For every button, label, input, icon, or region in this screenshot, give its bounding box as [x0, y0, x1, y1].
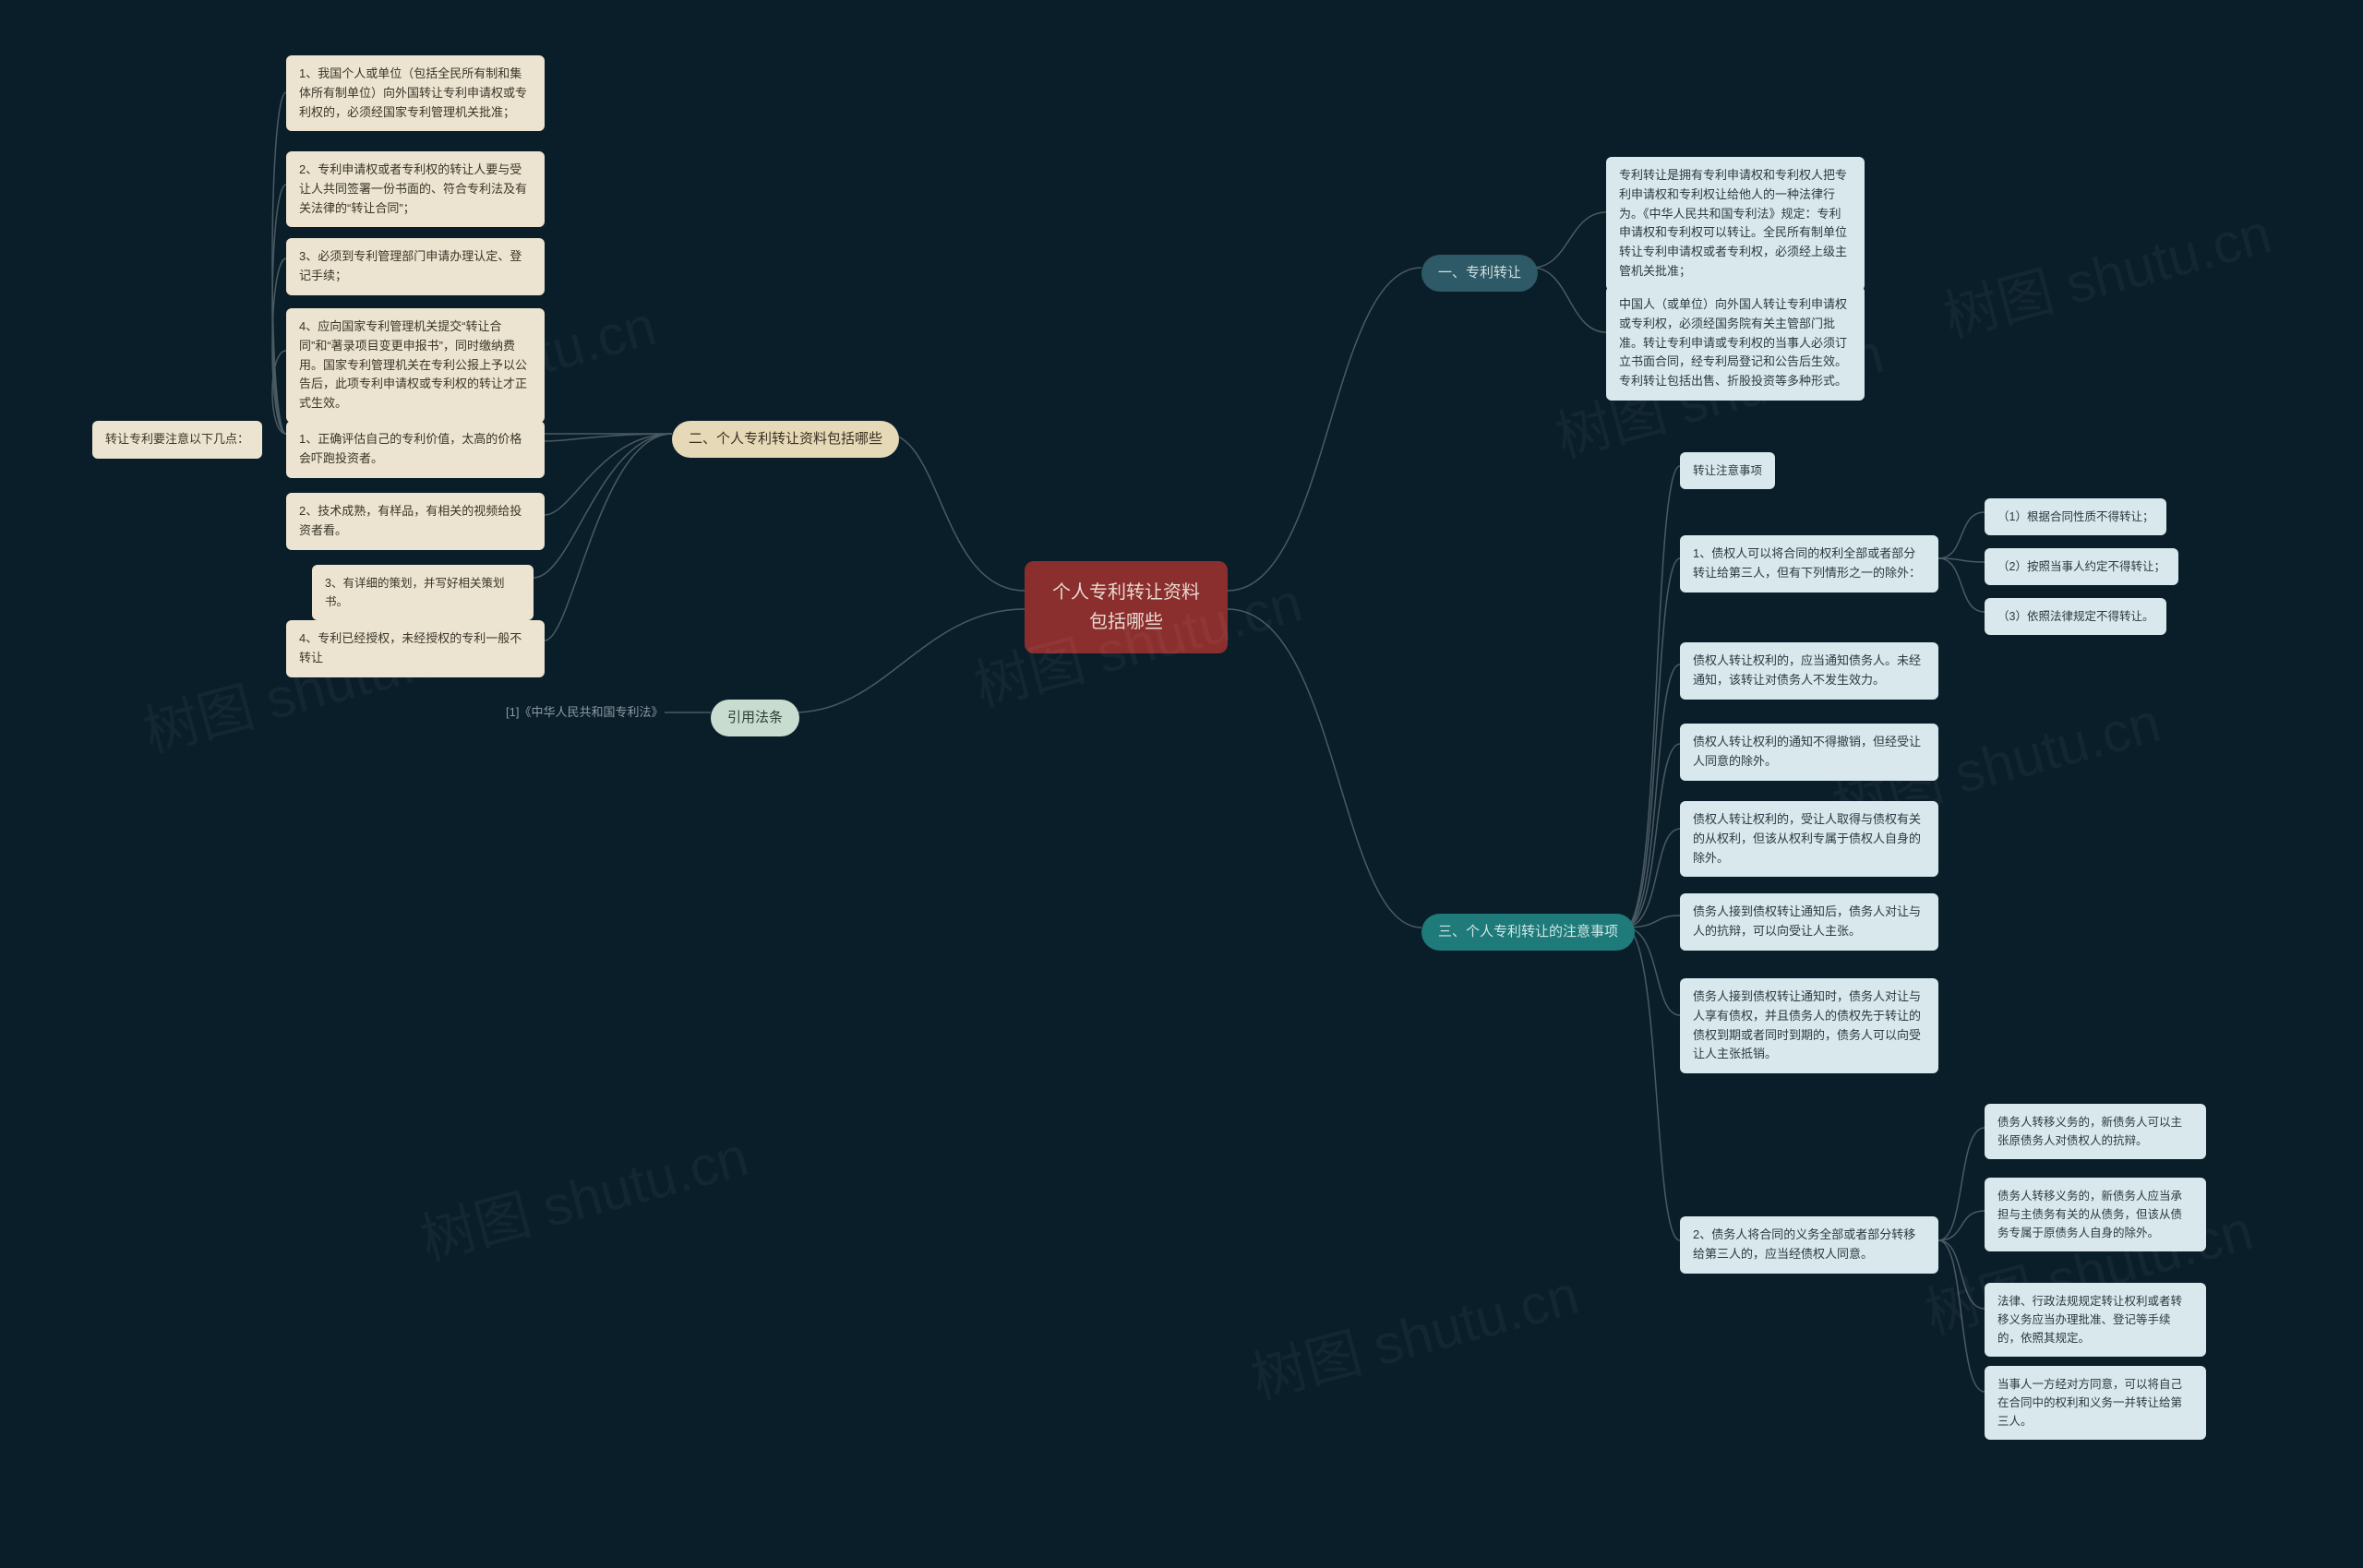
edge-b3_7-b3_7a [1938, 1128, 1985, 1240]
edge-s1-b2_2 [272, 185, 286, 434]
edge-b3_7-b3_7d [1938, 1240, 1985, 1392]
edge-b3_1-b3_1c [1938, 558, 1985, 612]
leaf-b2_5[interactable]: 1、正确评估自己的专利价值，太高的价格会吓跑投资者。 [286, 421, 545, 478]
edge-b3-b3_2 [1625, 664, 1680, 928]
edge-b3_1-b3_1a [1938, 512, 1985, 558]
leaf-b2_8[interactable]: 4、专利已经授权，未经授权的专利一般不转让 [286, 620, 545, 677]
edge-b3-b3_7 [1625, 928, 1680, 1240]
leaf-b3_1b[interactable]: （2）按照当事人约定不得转让； [1985, 548, 2178, 585]
sidelabel-s1: 转让专利要注意以下几点： [92, 421, 262, 459]
leaf-b3_7d[interactable]: 当事人一方经对方同意，可以将自己在合同中的权利和义务一并转让给第三人。 [1985, 1366, 2206, 1440]
leaf-b3_7a[interactable]: 债务人转移义务的，新债务人可以主张原债务人对债权人的抗辩。 [1985, 1104, 2206, 1159]
leaf-b3_2[interactable]: 债权人转让权利的，应当通知债务人。未经通知，该转让对债务人不发生效力。 [1680, 642, 1938, 700]
leaf-b2_7[interactable]: 3、有详细的策划，并写好相关策划书。 [312, 565, 534, 620]
leaf-b3_7b[interactable]: 债务人转移义务的，新债务人应当承担与主债务有关的从债务，但该从债务专属于原债务人… [1985, 1178, 2206, 1251]
watermark: 树图 shutu.cn [411, 1111, 756, 1275]
edge-b3-b3_1 [1625, 558, 1680, 928]
edge-s1-b2_3 [272, 258, 286, 434]
edge-b3-b3_0 [1625, 466, 1680, 928]
edge-root-b1 [1228, 268, 1421, 591]
leaf-b2_1[interactable]: 1、我国个人或单位（包括全民所有制和集体所有制单位）向外国转让专利申请权或专利权… [286, 55, 545, 131]
edge-b2-b2_7 [534, 434, 672, 578]
leaf-b3_1c[interactable]: （3）依照法律规定不得转让。 [1985, 598, 2166, 635]
watermark: 树图 shutu.cn [1934, 188, 2279, 353]
edge-root-b4 [794, 609, 1025, 712]
leaf-b1_1[interactable]: 专利转让是拥有专利申请权和专利权人把专利申请权和专利权让给他人的一种法律行为。《… [1606, 157, 1865, 291]
branch-b3[interactable]: 三、个人专利转让的注意事项 [1421, 914, 1635, 951]
leaf-b3_0[interactable]: 转让注意事项 [1680, 452, 1775, 489]
leaf-b2_2[interactable]: 2、专利申请权或者专利权的转让人要与受让人共同签署一份书面的、符合专利法及有关法… [286, 151, 545, 227]
leaf-b3_6[interactable]: 债务人接到债权转让通知时，债务人对让与人享有债权，并且债务人的债权先于转让的债权… [1680, 978, 1938, 1073]
edge-root-b3 [1228, 609, 1421, 928]
edge-b3_7-b3_7b [1938, 1211, 1985, 1240]
edge-b1-b1_1 [1532, 212, 1606, 268]
leaf-b3_7c[interactable]: 法律、行政法规规定转让权利或者转移义务应当办理批准、登记等手续的，依照其规定。 [1985, 1283, 2206, 1357]
leaf-b3_1a[interactable]: （1）根据合同性质不得转让； [1985, 498, 2166, 535]
edge-b2-b2_8 [545, 434, 672, 640]
leaf-b1_2[interactable]: 中国人（或单位）向外国人转让专利申请权或专利权，必须经国务院有关主管部门批准。转… [1606, 286, 1865, 401]
edge-s1-b2_1 [272, 92, 286, 434]
edge-b2-b2_6 [545, 434, 672, 515]
branch-b1[interactable]: 一、专利转让 [1421, 255, 1538, 292]
leaf-b2_4[interactable]: 4、应向国家专利管理机关提交“转让合同”和“著录项目变更申报书”，同时缴纳费用。… [286, 308, 545, 423]
branch-b2[interactable]: 二、个人专利转让资料包括哪些 [672, 421, 899, 458]
edge-s1-b2_4 [272, 351, 286, 434]
leaf-b3_4[interactable]: 债权人转让权利的，受让人取得与债权有关的从权利，但该从权利专属于债权人自身的除外… [1680, 801, 1938, 877]
edge-b2-b2_5 [545, 434, 672, 441]
edge-root-b2 [886, 434, 1025, 591]
leaf-b3_3[interactable]: 债权人转让权利的通知不得撤销，但经受让人同意的除外。 [1680, 724, 1938, 781]
leaf-b3_7[interactable]: 2、债务人将合同的义务全部或者部分转移给第三人的，应当经债权人同意。 [1680, 1216, 1938, 1274]
leaf-b2_3[interactable]: 3、必须到专利管理部门申请办理认定、登记手续； [286, 238, 545, 295]
leaf-b3_1[interactable]: 1、债权人可以将合同的权利全部或者部分转让给第三人，但有下列情形之一的除外： [1680, 535, 1938, 592]
edge-b3_1-b3_1b [1938, 558, 1985, 562]
watermark: 树图 shutu.cn [1241, 1250, 1587, 1414]
edge-b1-b1_2 [1532, 268, 1606, 332]
edge-b3-b3_3 [1625, 744, 1680, 928]
leaf-b2_6[interactable]: 2、技术成熟，有样品，有相关的视频给投资者看。 [286, 493, 545, 550]
leaf-b4_1[interactable]: [1]《中华人民共和国专利法》 [498, 700, 670, 726]
branch-b4[interactable]: 引用法条 [711, 700, 799, 736]
edge-b3_7-b3_7c [1938, 1240, 1985, 1309]
edge-b3-b3_6 [1625, 928, 1680, 1015]
leaf-b3_5[interactable]: 债务人接到债权转让通知后，债务人对让与人的抗辩，可以向受让人主张。 [1680, 893, 1938, 951]
root-node[interactable]: 个人专利转让资料包括哪些 [1025, 561, 1228, 653]
edge-b3-b3_4 [1625, 829, 1680, 928]
